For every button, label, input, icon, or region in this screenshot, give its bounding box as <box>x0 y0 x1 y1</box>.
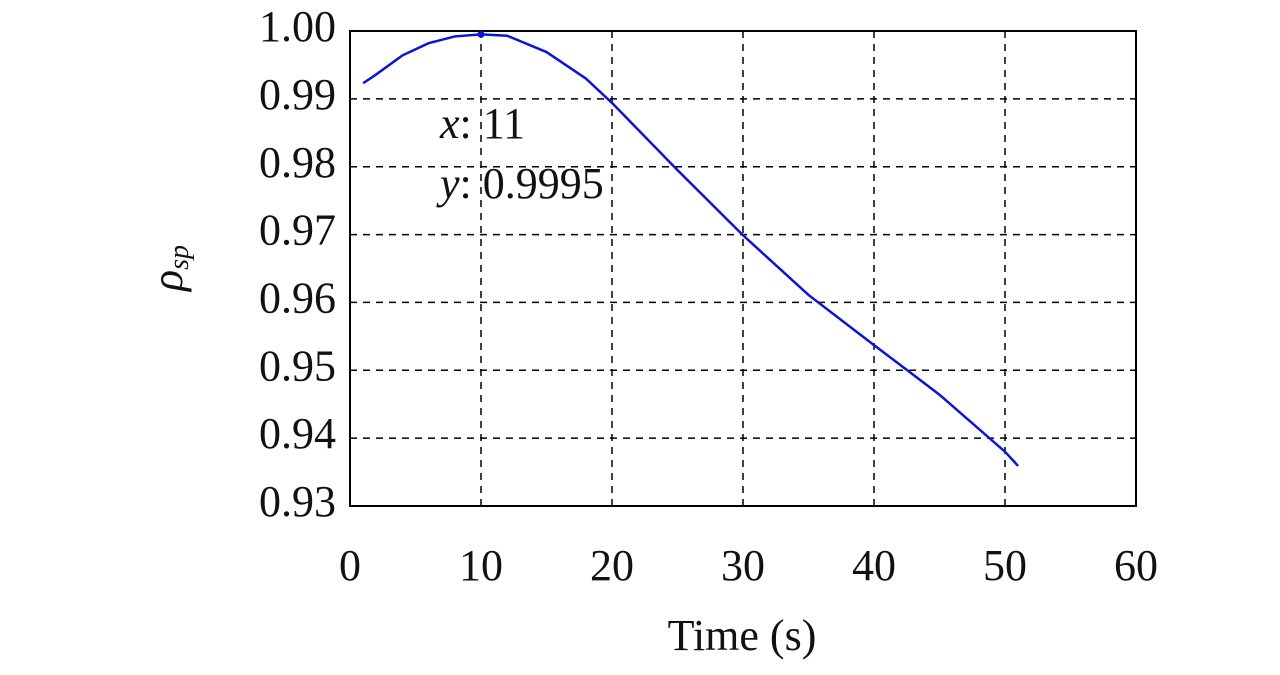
y-label-sub: sp <box>164 245 195 270</box>
y-tick-label: 0.99 <box>259 70 336 119</box>
y-axis-label-group: ρsp <box>143 245 195 293</box>
y-tick-label: 0.98 <box>259 138 336 187</box>
x-tick-label: 40 <box>852 541 896 590</box>
y-tick-label: 0.96 <box>259 274 336 323</box>
x-tick-label: 60 <box>1114 541 1158 590</box>
datatip-marker <box>477 30 485 38</box>
datatip-value: 11 <box>483 99 525 148</box>
datatip-value: 0.9995 <box>483 159 604 208</box>
y-tick-label: 1.00 <box>259 2 336 51</box>
datatip-text: y: 0.9995 <box>436 159 604 208</box>
x-tick-label: 20 <box>590 541 634 590</box>
y-tick-label: 0.93 <box>259 477 336 526</box>
x-tick-label: 0 <box>339 541 361 590</box>
datatip-text: x: 11 <box>439 99 525 148</box>
x-tick-label: 30 <box>721 541 765 590</box>
datatip-sep: : <box>460 99 483 148</box>
datatip-name: y <box>436 159 460 208</box>
y-label-main: ρ <box>143 270 192 293</box>
x-axis-label: Time (s) <box>668 611 817 660</box>
datatip-name: x <box>439 99 460 148</box>
y-axis-label: ρsp <box>143 245 195 293</box>
y-tick-label: 0.95 <box>259 341 336 390</box>
y-tick-label: 0.97 <box>259 206 336 255</box>
line-series <box>362 33 1020 467</box>
x-tick-label: 50 <box>983 541 1027 590</box>
y-tick-label: 0.94 <box>259 409 336 458</box>
plot-frame <box>349 30 1137 507</box>
datatip-sep: : <box>460 159 483 208</box>
x-tick-label: 10 <box>459 541 503 590</box>
